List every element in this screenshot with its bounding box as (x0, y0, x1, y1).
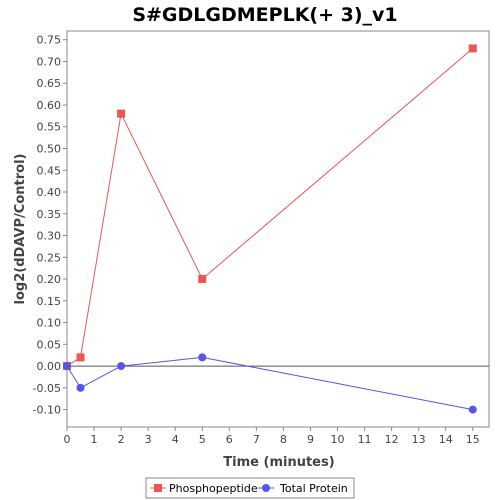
legend-box (145, 477, 355, 499)
data-point-total-protein (198, 353, 207, 362)
y-tick-label: 0.05 (37, 338, 62, 351)
legend-total-protein-label: Total Protein (279, 482, 348, 495)
y-axis-label: log2(dDAVP/Control) (13, 154, 28, 305)
legend: Phosphopeptide Total Protein (145, 477, 355, 499)
x-tick-label: 10 (331, 433, 345, 446)
x-tick-label: 0 (64, 433, 71, 446)
data-point-phosphopeptide (198, 275, 207, 284)
x-tick-label: 13 (412, 433, 426, 446)
data-point-total-protein (76, 383, 85, 392)
y-tick-label: 0.00 (37, 360, 62, 373)
y-tick-label: 0.70 (37, 55, 62, 68)
plot-area (66, 30, 490, 428)
x-tick-label: 6 (226, 433, 233, 446)
x-axis-label: Time (minutes) (223, 455, 334, 470)
y-tick-label: 0.10 (37, 317, 62, 330)
data-point-phosphopeptide (468, 44, 477, 53)
x-tick-label: 14 (439, 433, 453, 446)
x-tick-label: 11 (358, 433, 372, 446)
y-tick-label: 0.60 (37, 99, 62, 112)
y-tick-label: 0.30 (37, 230, 62, 243)
series-layer (63, 44, 477, 414)
legend-phosphopeptide-label: Phosphopeptide (169, 482, 258, 495)
y-tick-label: 0.75 (37, 34, 62, 47)
x-tick-label: 15 (466, 433, 480, 446)
x-tick-label: 4 (172, 433, 179, 446)
data-point-total-protein (63, 362, 71, 371)
y-tick-label: 0.50 (37, 142, 62, 155)
data-point-total-protein (117, 362, 126, 371)
y-tick-label: 0.65 (37, 77, 62, 90)
y-tick-label: 0.40 (37, 186, 62, 199)
x-tick-label: 12 (385, 433, 399, 446)
y-tick-label: 0.25 (37, 251, 62, 264)
x-tick-label: 5 (199, 433, 206, 446)
x-tick-label: 2 (118, 433, 125, 446)
data-point-total-protein (468, 405, 477, 414)
y-axis-ticks: -0.10 -0.05 0.00 0.05 0.10 0.15 0.20 0.25 0.30 0.… (33, 34, 67, 417)
legend-phosphopeptide-marker (154, 484, 162, 492)
y-tick-label: 0.35 (37, 208, 62, 221)
y-tick-label: -0.05 (33, 382, 61, 395)
x-tick-label: 7 (253, 433, 260, 446)
y-tick-label: 0.20 (37, 273, 62, 286)
x-axis-ticks: 0 1 2 3 4 5 6 7 8 9 10 11 12 13 14 15 (64, 427, 480, 446)
y-tick-label: 0.45 (37, 164, 62, 177)
y-tick-label: 0.55 (37, 121, 62, 134)
data-point-phosphopeptide (117, 109, 126, 118)
x-tick-label: 9 (307, 433, 314, 446)
legend-total-protein-marker (262, 484, 270, 492)
x-tick-label: 1 (91, 433, 98, 446)
y-tick-label: 0.15 (37, 295, 62, 308)
y-tick-label: -0.10 (33, 404, 61, 417)
data-point-phosphopeptide (76, 353, 85, 362)
x-tick-label: 8 (280, 433, 287, 446)
x-tick-label: 3 (145, 433, 152, 446)
chart-title: S#GDLGDMEPLK(+ 3)_v1 (132, 4, 397, 26)
